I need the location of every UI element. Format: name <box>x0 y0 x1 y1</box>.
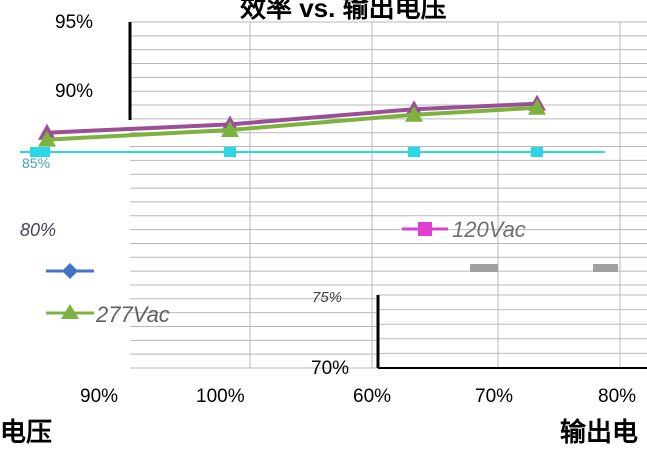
bar-fragment <box>593 264 618 272</box>
data-point-triangle <box>221 120 239 137</box>
inset-chart-area <box>378 295 647 370</box>
x-axis-label-right: 输出电 <box>560 418 639 448</box>
x-tick-label: 60% <box>353 386 391 407</box>
legend-label-277vac: 277Vac <box>95 302 170 327</box>
data-point-triangle <box>528 98 546 115</box>
y-tick-label: 80% <box>20 220 56 240</box>
y-tick-label: 75% <box>312 289 342 306</box>
data-point-triangle <box>38 130 56 147</box>
y-tick-label: 85% <box>22 155 50 171</box>
x-axis-label-left: 电压 <box>0 418 53 448</box>
data-point-120vac <box>408 147 420 157</box>
legend-marker-120vac <box>418 222 432 236</box>
data-point-triangle <box>405 105 423 122</box>
series-line-277Vac <box>46 105 538 142</box>
bar-fragment <box>470 264 498 272</box>
legend-marker-277vac <box>61 304 79 319</box>
data-point-120vac <box>531 147 543 157</box>
y-tick-label: 95% <box>55 12 93 33</box>
data-point-120vac <box>30 147 50 157</box>
legend-label-120vac: 120Vac <box>452 217 526 242</box>
x-tick-label: 100% <box>196 386 245 407</box>
x-tick-label: 80% <box>598 386 636 407</box>
legend-marker-series-1 <box>62 263 78 279</box>
y-tick-label: 90% <box>55 81 93 102</box>
chart-title: 效率 vs. 输出电压 <box>240 0 447 23</box>
x-tick-label: 70% <box>475 386 513 407</box>
data-point-120vac <box>224 147 236 157</box>
x-tick-label: 90% <box>80 386 118 407</box>
series-line-series-1 <box>46 101 538 135</box>
y-tick-label: 70% <box>311 358 349 379</box>
